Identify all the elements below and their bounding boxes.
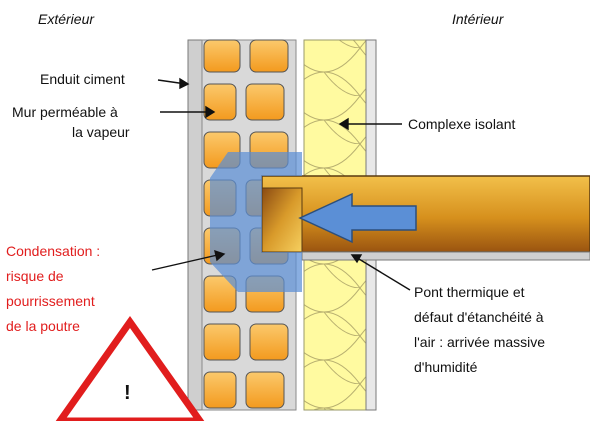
condensation-line1: Condensation : bbox=[6, 243, 101, 259]
condensation-line4: de la poutre bbox=[6, 318, 80, 334]
condensation-line3: pourrissement bbox=[6, 293, 95, 309]
pont-label-line1: Pont thermique et bbox=[414, 284, 525, 300]
beam-gap bbox=[301, 251, 590, 261]
pont-label-line2: défaut d'étanchéité à bbox=[414, 309, 544, 325]
pointer-lines bbox=[151, 77, 411, 291]
enduit-label: Enduit ciment bbox=[40, 71, 125, 87]
pont-label-line3: l'air : arrivée massive bbox=[414, 334, 546, 350]
mur-label-line2: la vapeur bbox=[72, 124, 130, 140]
warning-exclamation: ! bbox=[124, 382, 131, 404]
cement-render bbox=[187, 39, 203, 411]
warning-triangle bbox=[55, 315, 205, 421]
complexe-label: Complexe isolant bbox=[408, 116, 516, 132]
interior-header: Intérieur bbox=[452, 11, 504, 27]
mur-label-line1: Mur perméable à bbox=[12, 104, 118, 120]
condensation-zone bbox=[210, 152, 302, 292]
beam-end bbox=[261, 187, 303, 253]
pont-label-line4: d'humidité bbox=[414, 359, 478, 375]
condensation-line2: risque de bbox=[6, 268, 64, 284]
exterior-header: Extérieur bbox=[38, 11, 95, 27]
air-flow-arrow bbox=[298, 192, 417, 244]
